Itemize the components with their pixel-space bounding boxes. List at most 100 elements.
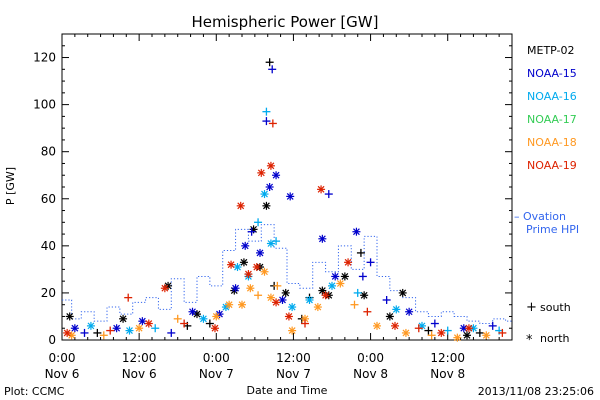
data-point-noaa-15-south: [358, 272, 367, 281]
data-point-noaa-16-north: [86, 321, 95, 330]
legend-south-label: south: [540, 301, 571, 314]
y-tick-label: 40: [41, 239, 56, 253]
x-tick-date-label: Nov 8: [430, 367, 465, 381]
y-tick-label: 20: [41, 286, 56, 300]
chart-title: Hemispheric Power [GW]: [192, 13, 379, 31]
data-points: [63, 58, 507, 342]
data-point-noaa-15-north: [112, 324, 121, 333]
x-tick-time-label: 12:00: [430, 351, 465, 365]
marker-stroke: [353, 228, 360, 236]
marker-stroke: [161, 284, 169, 292]
data-point-noaa-15-north: [278, 295, 287, 304]
data-point-noaa-18-south: [427, 331, 436, 340]
marker-stroke: [135, 324, 143, 332]
data-point-metp-02-south: [265, 58, 274, 67]
data-point-noaa-15-south: [430, 319, 439, 328]
y-tick-label: 120: [33, 51, 56, 65]
legend-south-symbol: +: [526, 300, 537, 315]
data-point-noaa-19-north: [211, 324, 219, 333]
data-point-noaa-15-south: [366, 258, 375, 267]
marker-stroke: [282, 289, 290, 297]
y-axis-label: P [GW]: [4, 167, 17, 205]
data-point-noaa-18-south: [254, 291, 263, 300]
marker-stroke: [145, 320, 153, 327]
marker-stroke: [234, 263, 241, 271]
marker-stroke: [392, 305, 400, 313]
marker-stroke: [227, 261, 235, 269]
x-tick-date-label: Nov 8: [353, 367, 388, 381]
marker-stroke: [322, 291, 329, 299]
marker-stroke: [331, 273, 339, 280]
data-point-metp-02-north: [239, 258, 248, 267]
data-point-noaa-15-north: [256, 248, 264, 257]
data-point-noaa-19-north: [391, 321, 399, 330]
marker-stroke: [119, 315, 127, 323]
data-point-noaa-16-south: [443, 326, 452, 335]
data-point-noaa-15-south: [488, 321, 497, 330]
data-point-noaa-16-north: [305, 295, 314, 304]
marker-stroke: [267, 294, 275, 302]
data-point-noaa-19-south: [414, 324, 423, 333]
data-point-noaa-19-north: [63, 328, 72, 337]
marker-stroke: [301, 315, 309, 323]
marker-stroke: [402, 329, 410, 337]
data-point-metp-02-south: [93, 328, 102, 337]
data-point-noaa-15-north: [286, 192, 295, 201]
data-point-noaa-16-south: [254, 218, 263, 227]
data-point-noaa-15-north: [405, 307, 414, 316]
data-point-noaa-15-north: [231, 284, 240, 293]
data-point-noaa-19-north: [344, 258, 353, 267]
marker-stroke: [253, 263, 261, 271]
legend-entry: NOAA-15: [527, 67, 577, 80]
data-point-noaa-16-north: [328, 281, 336, 290]
data-point-metp-02-north: [340, 272, 349, 281]
legend: METP-02 NOAA-15 NOAA-16 NOAA-17 NOAA-18 NOAA-…: [514, 44, 579, 348]
x-tick-date-label: Nov 7: [199, 367, 234, 381]
ovation-step-line: [62, 224, 512, 325]
marker-stroke: [288, 303, 296, 311]
marker-stroke: [68, 331, 76, 339]
marker-stroke: [317, 185, 325, 193]
marker-stroke: [306, 296, 313, 304]
data-point-noaa-15-south: [324, 190, 333, 199]
marker-stroke: [245, 270, 252, 278]
legend-north-symbol: *: [526, 333, 533, 348]
data-point-noaa-18-north: [238, 300, 246, 309]
data-point-noaa-15-south: [382, 295, 391, 304]
data-point-noaa-19-south: [180, 319, 189, 328]
data-point-noaa-18-north: [246, 284, 255, 293]
data-point-noaa-18-south: [99, 331, 108, 340]
marker-stroke: [405, 308, 413, 316]
marker-stroke: [318, 235, 326, 243]
data-point-metp-02-south: [475, 328, 484, 337]
marker-stroke: [238, 301, 246, 309]
data-point-noaa-16-south: [262, 107, 271, 116]
footer-plot-credit: Plot: CCMC: [4, 385, 65, 398]
data-point-noaa-18-south: [350, 300, 359, 309]
data-point-noaa-15-north: [265, 183, 274, 191]
marker-stroke: [63, 329, 71, 337]
data-point-noaa-19-north: [144, 319, 153, 328]
marker-stroke: [336, 280, 344, 287]
data-point-noaa-18-north: [135, 324, 144, 333]
marker-stroke: [193, 310, 201, 318]
data-point-noaa-16-north: [260, 190, 269, 199]
data-point-noaa-18-north: [453, 333, 462, 342]
marker-stroke: [288, 327, 296, 335]
data-point-noaa-19-north: [272, 298, 281, 307]
data-point-noaa-19-north: [266, 161, 275, 170]
marker-stroke: [437, 329, 445, 337]
legend-entry: NOAA-19: [527, 159, 577, 172]
data-point-noaa-19-north: [257, 168, 266, 177]
data-point-noaa-15-north: [70, 324, 79, 333]
data-point-noaa-16-south: [272, 237, 281, 246]
marker-stroke: [285, 313, 293, 320]
data-point-metp-02-north: [65, 312, 74, 321]
data-point-metp-02-north: [360, 291, 369, 300]
marker-stroke: [261, 268, 268, 276]
marker-stroke: [272, 298, 280, 306]
x-axis-label: Date and Time: [247, 384, 328, 397]
data-point-metp-02-north: [318, 286, 327, 295]
data-point-noaa-19-south: [106, 326, 115, 335]
marker-stroke: [66, 313, 74, 320]
